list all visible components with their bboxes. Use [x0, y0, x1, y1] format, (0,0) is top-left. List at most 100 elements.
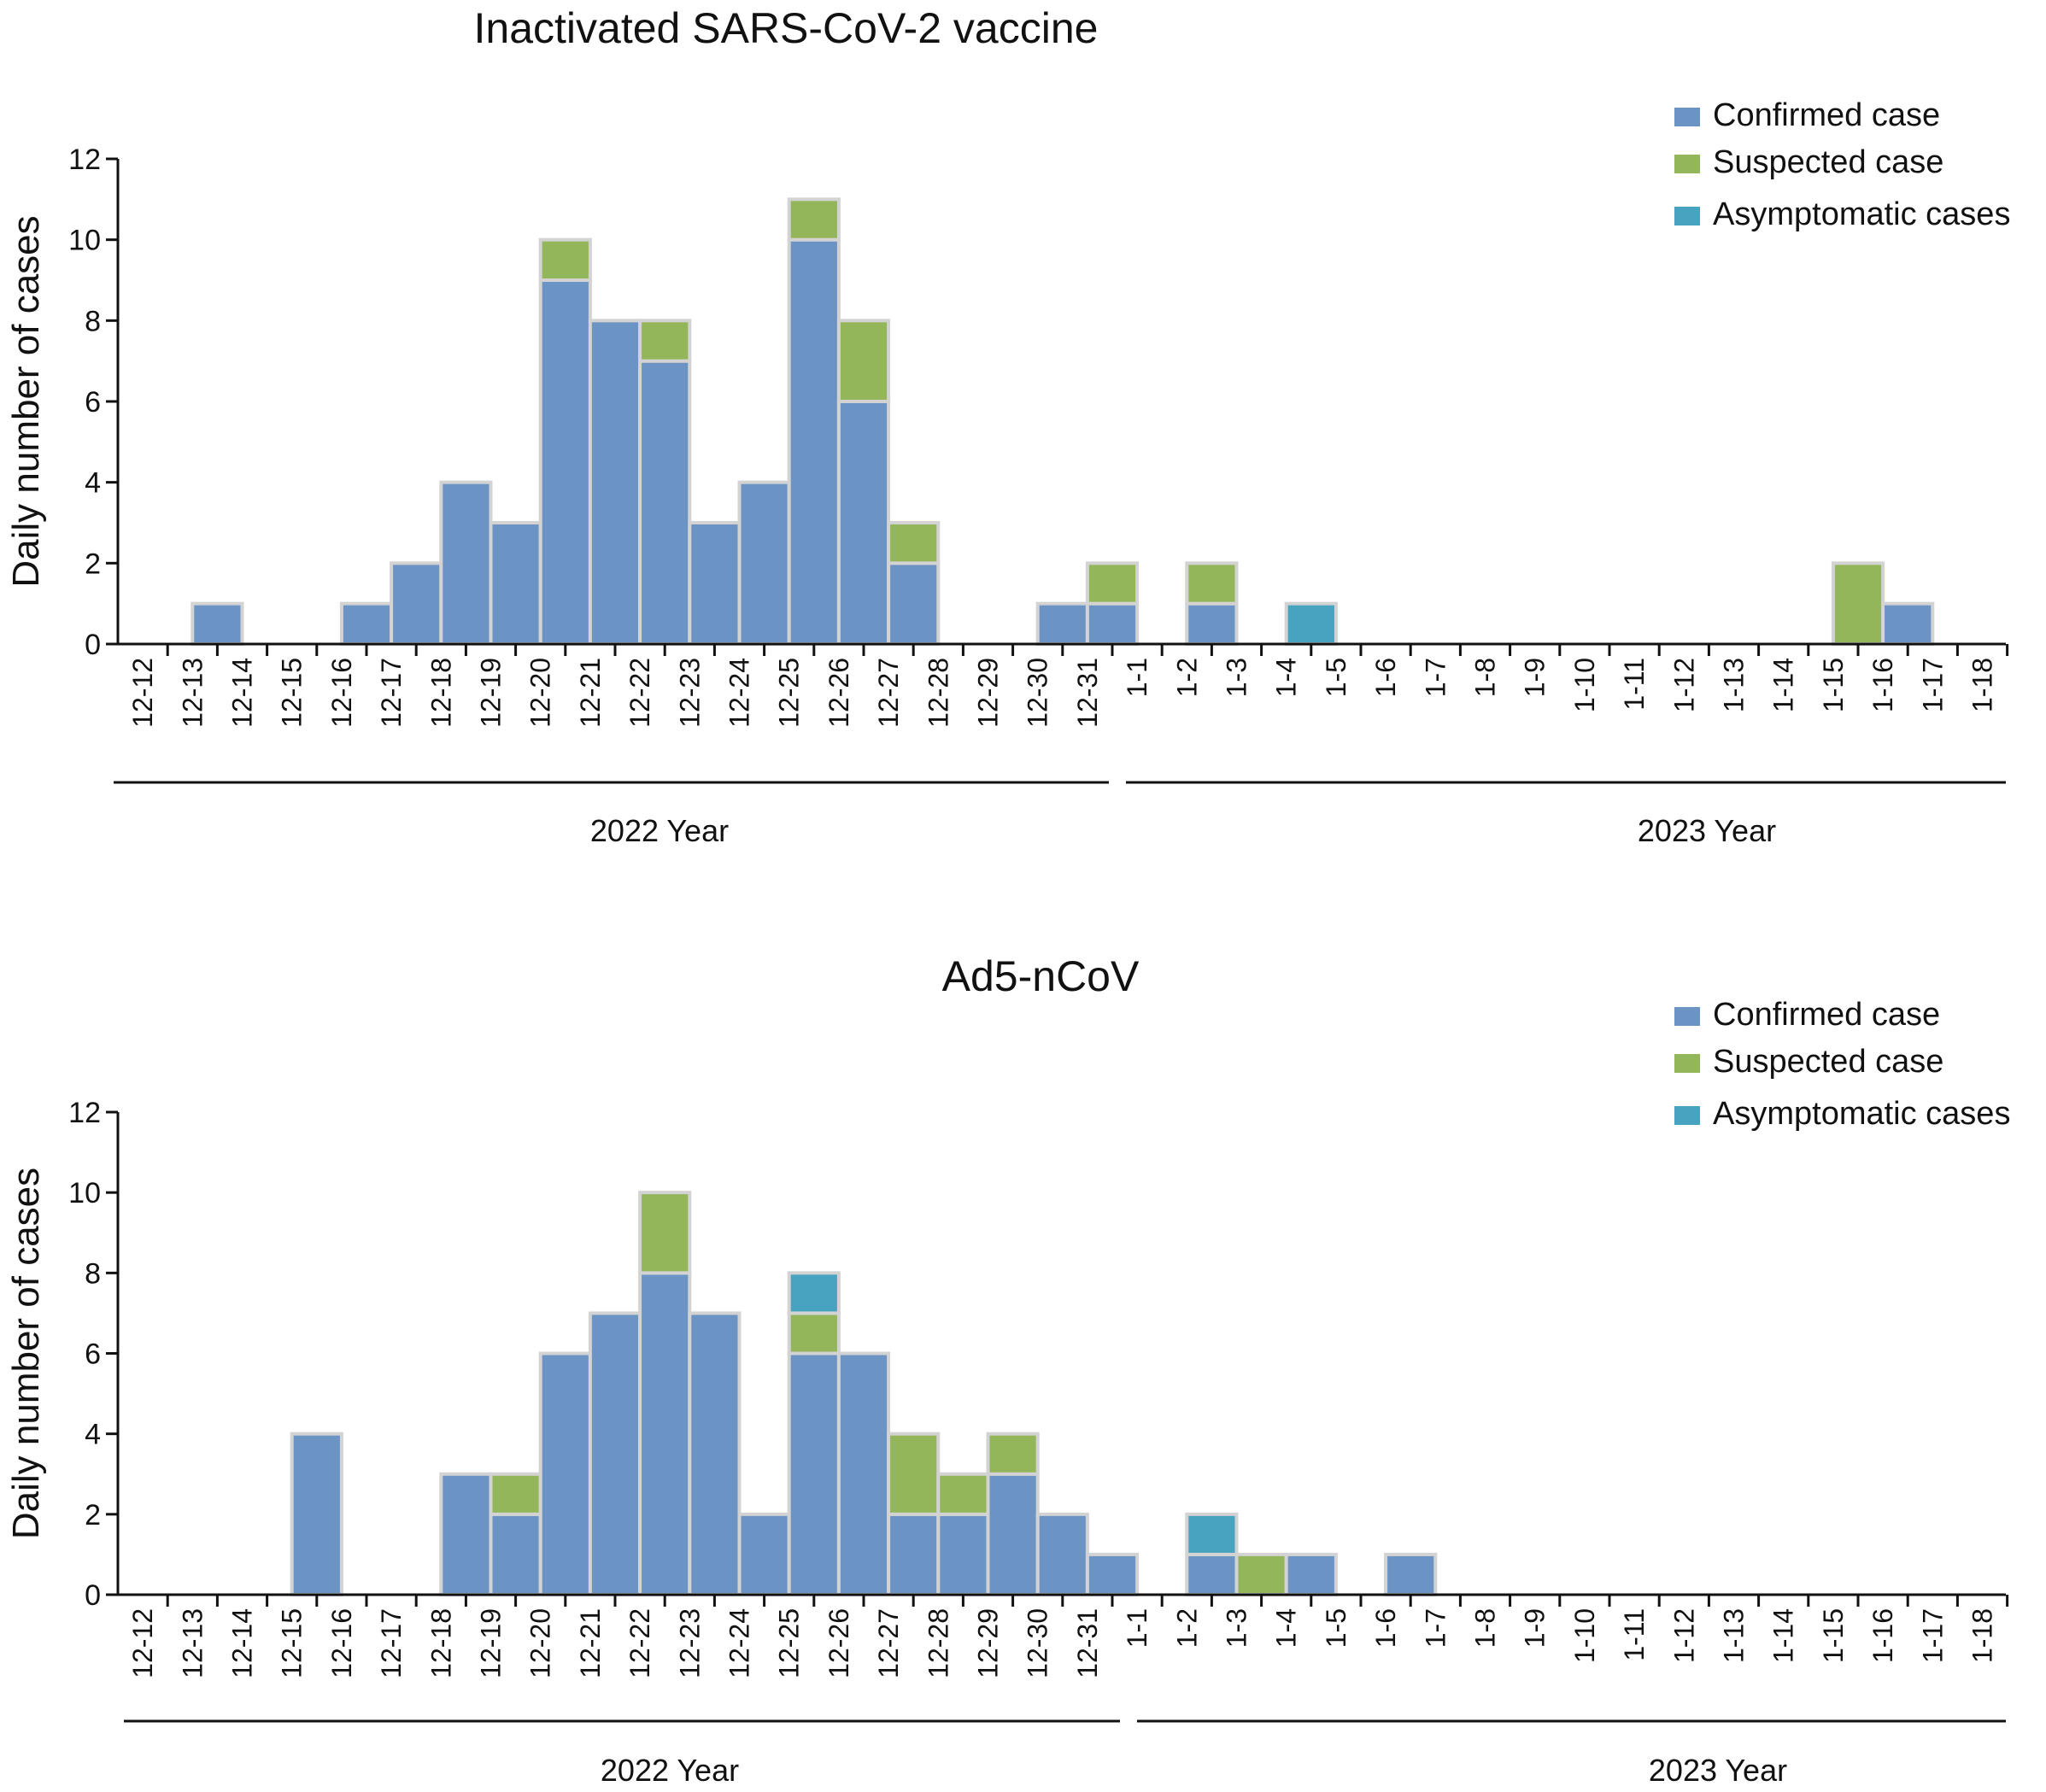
bar-segment-asymptomatic: [1185, 1512, 1239, 1556]
x-tick-label: 12-26: [824, 1608, 854, 1678]
legend-label-confirmed: Confirmed case: [1713, 997, 1940, 1033]
y-axis-label: Daily number of cases: [5, 215, 47, 587]
x-tick-label: 12-21: [575, 1608, 606, 1678]
bar-segment-suspected: [638, 319, 692, 363]
bar-segment-confirmed: [1881, 601, 1935, 647]
x-tick-label: 1-7: [1420, 1608, 1451, 1648]
x-tick-label: 12-12: [127, 1608, 158, 1678]
x-tick-label: 1-16: [1867, 1608, 1898, 1663]
chart-title: Inactivated SARS-CoV-2 vaccine: [474, 4, 1099, 52]
y-tick-label: 8: [85, 1257, 101, 1290]
bar-segment-confirmed: [836, 1351, 891, 1596]
y-tick-label: 10: [68, 225, 101, 257]
bar-segment-suspected: [986, 1432, 1040, 1476]
y-tick-label: 8: [85, 305, 101, 337]
bar-segment-confirmed: [1085, 601, 1140, 647]
x-tick-label: 1-15: [1818, 1608, 1849, 1663]
bar-segment-suspected: [787, 1311, 841, 1356]
bar-segment-confirmed: [390, 561, 443, 646]
x-tick-label: 1-3: [1222, 658, 1252, 697]
bar-segment-confirmed: [638, 359, 692, 646]
bar-segment-suspected: [1185, 561, 1239, 606]
x-tick-label: 1-9: [1520, 658, 1551, 697]
x-tick-label: 1-8: [1470, 1608, 1501, 1648]
y-tick-label: 4: [85, 1419, 101, 1451]
bar-segment-confirmed: [588, 319, 642, 646]
x-tick-label: 12-17: [376, 658, 407, 728]
x-tick-label: 1-13: [1719, 658, 1750, 712]
bar-segment-suspected: [787, 197, 841, 242]
x-tick-label: 1-7: [1420, 658, 1451, 697]
bar-segment-confirmed: [887, 1512, 941, 1597]
x-tick-label: 12-24: [724, 658, 755, 728]
y-axis-label: Daily number of cases: [5, 1168, 47, 1539]
x-tick-label: 12-19: [476, 1608, 507, 1678]
x-tick-label: 12-13: [177, 658, 208, 728]
x-tick-label: 1-9: [1520, 1608, 1551, 1648]
y-tick-label: 2: [85, 1499, 101, 1531]
y-tick-label: 0: [85, 1579, 101, 1612]
year-group-label: 2023 Year: [1638, 813, 1776, 848]
x-tick-label: 12-15: [277, 1608, 308, 1678]
legend-swatch-confirmed: [1674, 108, 1700, 126]
x-tick-label: 1-2: [1171, 658, 1202, 697]
x-tick-label: 12-23: [674, 1608, 705, 1678]
x-tick-label: 12-20: [525, 1608, 556, 1678]
x-tick-label: 12-17: [376, 1608, 407, 1678]
year-group-label: 2023 Year: [1649, 1753, 1787, 1788]
x-tick-label: 1-12: [1668, 658, 1699, 712]
x-tick-label: 12-25: [774, 658, 805, 728]
x-tick-label: 1-1: [1122, 1608, 1152, 1648]
x-tick-label: 12-30: [1023, 1608, 1053, 1678]
x-tick-label: 1-4: [1271, 1608, 1302, 1648]
x-tick-label: 12-27: [873, 658, 904, 728]
bar-segment-confirmed: [489, 1512, 542, 1597]
bar-segment-suspected: [887, 521, 941, 565]
y-tick-label: 2: [85, 548, 101, 580]
x-tick-label: 12-22: [624, 658, 655, 728]
x-tick-label: 12-24: [724, 1608, 755, 1678]
x-tick-label: 12-12: [127, 658, 158, 728]
x-tick-label: 1-11: [1619, 1608, 1650, 1661]
x-tick-label: 1-13: [1719, 1608, 1750, 1663]
bar-segment-confirmed: [638, 1271, 692, 1597]
legend-label-asymptomatic: Asymptomatic cases: [1713, 1096, 2010, 1132]
y-tick-label: 4: [85, 467, 101, 500]
bar-segment-confirmed: [787, 1351, 841, 1596]
x-tick-label: 1-18: [1967, 1608, 1998, 1663]
bar-segment-suspected: [489, 1472, 542, 1516]
x-tick-label: 1-4: [1271, 658, 1302, 697]
legend-label-confirmed: Confirmed case: [1713, 97, 1940, 133]
y-tick-label: 10: [68, 1177, 101, 1209]
year-group-label: 2022 Year: [601, 1753, 739, 1788]
chart-panel-inactivated-vaccine: Inactivated SARS-CoV-2 vaccine Daily numb…: [5, 4, 2010, 848]
x-tick-label: 1-8: [1470, 658, 1501, 697]
y-tick-label: 12: [68, 143, 101, 176]
x-tick-label: 12-16: [326, 658, 357, 728]
x-tick-label: 1-14: [1768, 658, 1799, 712]
bar-segment-confirmed: [936, 1512, 990, 1597]
x-tick-label: 12-31: [1072, 1608, 1103, 1678]
legend-swatch-suspected: [1674, 155, 1700, 173]
x-tick-label: 1-18: [1967, 658, 1998, 712]
x-tick-label: 12-13: [177, 1608, 208, 1678]
bar-segment-suspected: [638, 1191, 692, 1275]
bar-segment-confirmed: [290, 1432, 343, 1596]
legend-label-asymptomatic: Asymptomatic cases: [1713, 196, 2010, 232]
bar-segment-confirmed: [1085, 1552, 1140, 1596]
x-tick-label: 1-1: [1122, 658, 1152, 697]
bar-segment-confirmed: [538, 278, 592, 646]
x-tick-label: 12-20: [525, 658, 556, 728]
x-tick-label: 12-18: [425, 658, 456, 728]
bar-segment-suspected: [1831, 561, 1885, 646]
x-tick-label: 12-16: [326, 1608, 357, 1678]
x-tick-label: 12-25: [774, 1608, 805, 1678]
bar-segment-confirmed: [887, 561, 941, 646]
x-tick-label: 12-14: [227, 658, 258, 728]
chart-title: Ad5-nCoV: [942, 952, 1140, 1000]
bar-segment-confirmed: [737, 480, 791, 647]
bar-segment-confirmed: [836, 400, 891, 646]
bar-segment-confirmed: [688, 521, 742, 646]
x-tick-label: 1-5: [1321, 1608, 1351, 1648]
legend-label-suspected: Suspected case: [1713, 144, 1943, 180]
